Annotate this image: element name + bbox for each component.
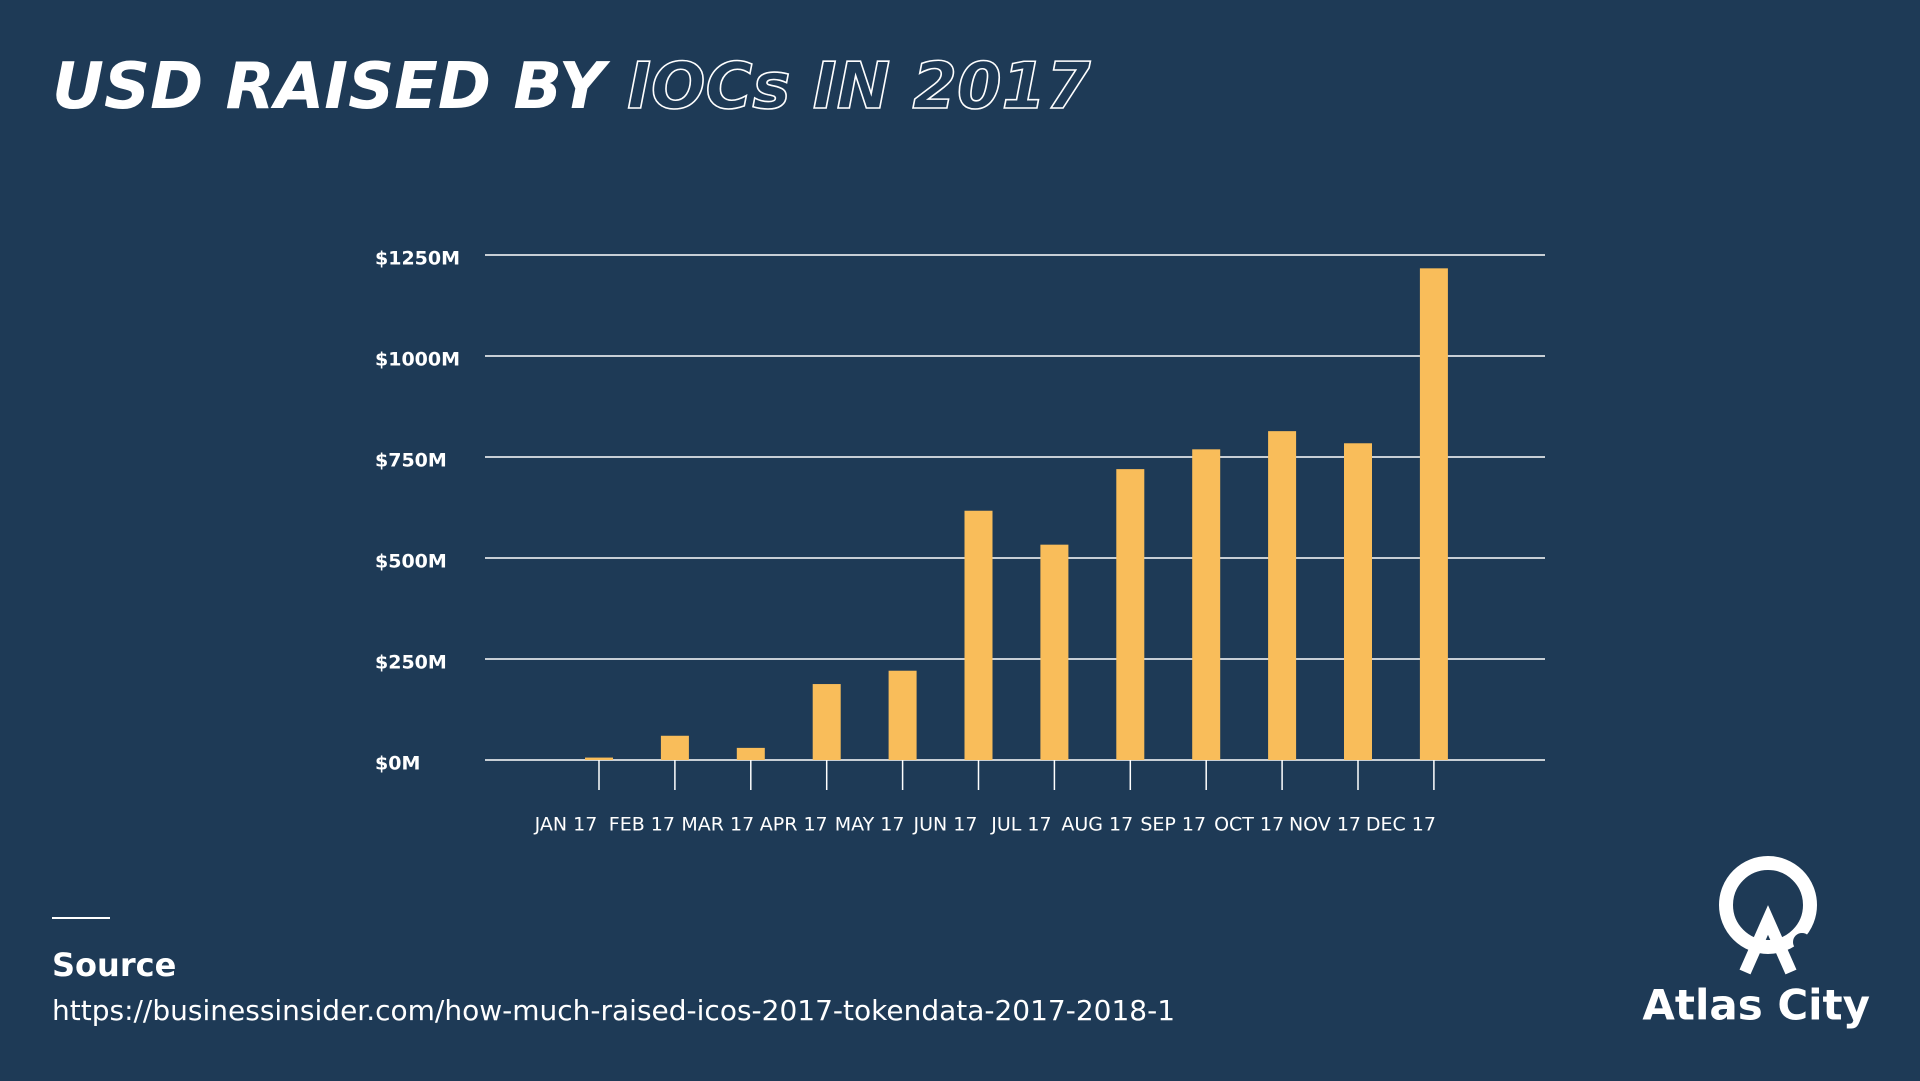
logo-a <box>1739 905 1797 975</box>
bar <box>1419 268 1448 760</box>
x-tick-label: SEP 17 <box>1140 814 1206 836</box>
bar <box>812 684 841 760</box>
title-highlight: IOCs IN 2017 <box>627 50 1091 124</box>
y-tick-label: $1000M <box>375 349 460 371</box>
x-tick-label: JUN 17 <box>913 814 978 836</box>
bar <box>1116 469 1145 760</box>
bar <box>964 510 993 760</box>
y-tick-label: $250M <box>375 652 447 674</box>
x-tick-label: MAY 17 <box>835 814 905 836</box>
y-tick-label: $500M <box>375 551 447 573</box>
x-tick-label: APR 17 <box>760 814 828 836</box>
x-tick-label: JUL 17 <box>990 814 1051 836</box>
x-tick-label: NOV 17 <box>1289 814 1361 836</box>
bar <box>1268 431 1297 760</box>
x-tick-label: AUG 17 <box>1061 814 1133 836</box>
bar <box>585 757 613 760</box>
x-tick-label: MAR 17 <box>681 814 754 836</box>
x-tick-label: JAN 17 <box>534 814 598 836</box>
y-tick-label: $1250M <box>375 248 460 270</box>
x-tick-label: OCT 17 <box>1214 814 1284 836</box>
bar <box>1192 449 1221 760</box>
y-tick-label: $0M <box>375 753 420 775</box>
brand: Atlas City <box>1642 981 1870 1030</box>
title-bold: USD RAISED BY <box>52 50 611 124</box>
bar <box>1344 443 1372 760</box>
bar <box>660 735 689 760</box>
logo <box>1719 856 1817 975</box>
x-tick-label: DEC 17 <box>1366 814 1436 836</box>
source-url: https://businessinsider.com/how-much-rai… <box>52 994 1175 1027</box>
bar <box>1040 544 1069 760</box>
y-tick-label: $750M <box>375 450 447 472</box>
logo-ring <box>1719 856 1817 954</box>
bar <box>888 670 917 760</box>
source-label: Source <box>52 946 176 984</box>
logo-cut <box>1793 933 1811 951</box>
x-tick-label: FEB 17 <box>609 814 675 836</box>
bar <box>736 747 765 760</box>
chart-title: USD RAISED BY IOCs IN 2017 <box>52 50 1091 124</box>
